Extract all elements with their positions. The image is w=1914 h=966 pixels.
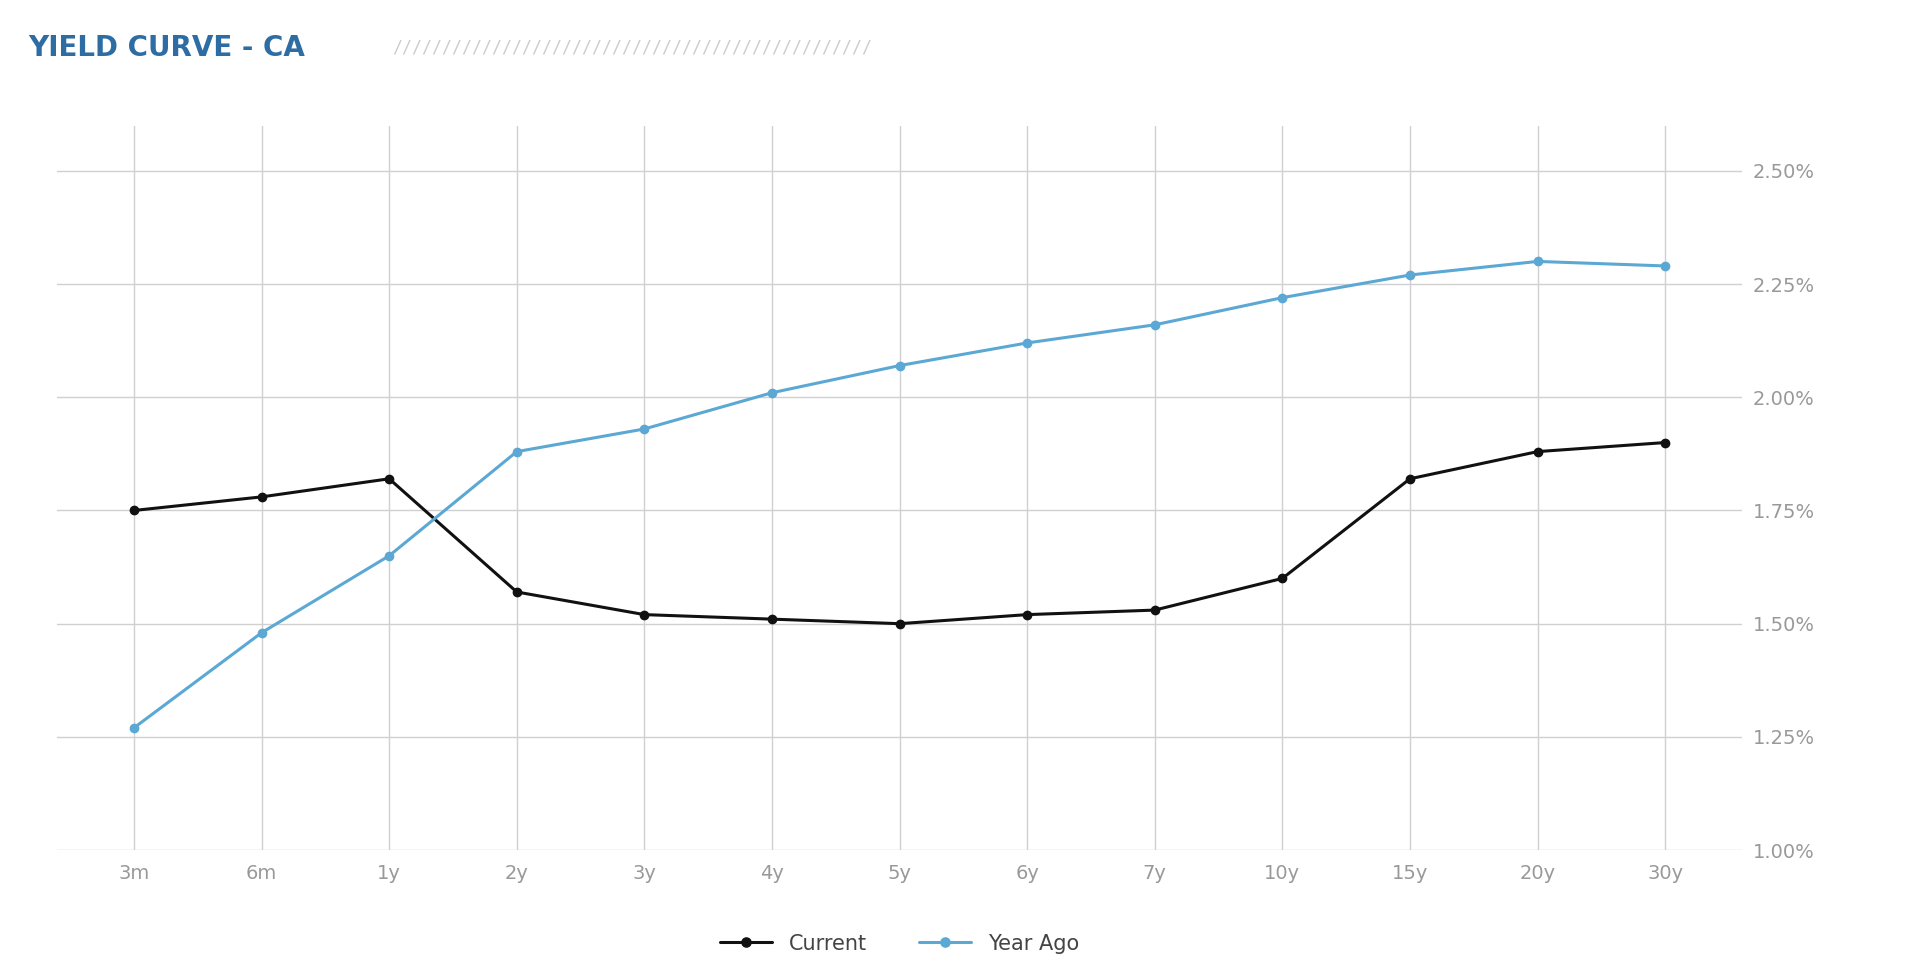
Year Ago <box>377 550 400 561</box>
Current <box>505 586 528 598</box>
Year Ago <box>1271 292 1294 303</box>
Current <box>1654 437 1677 448</box>
Year Ago <box>1654 260 1677 271</box>
Year Ago <box>634 423 657 435</box>
Year Ago <box>505 446 528 458</box>
Year Ago <box>122 722 145 733</box>
Year Ago <box>888 359 911 371</box>
Year Ago <box>1143 319 1166 330</box>
Current <box>1271 573 1294 584</box>
Current <box>377 473 400 485</box>
Year Ago <box>760 387 783 399</box>
Legend: Current, Year Ago: Current, Year Ago <box>712 925 1087 963</box>
Current <box>1525 446 1548 458</box>
Line: Current: Current <box>130 439 1669 628</box>
Current <box>251 491 274 502</box>
Text: YIELD CURVE - CA: YIELD CURVE - CA <box>29 34 306 62</box>
Year Ago <box>1525 256 1548 268</box>
Current <box>1399 473 1422 485</box>
Current <box>760 613 783 625</box>
Year Ago <box>1016 337 1039 349</box>
Current <box>634 609 657 620</box>
Year Ago <box>1399 270 1422 281</box>
Text: ////////////////////////////////////////////////: ////////////////////////////////////////… <box>392 39 873 57</box>
Year Ago <box>251 627 274 639</box>
Current <box>1016 609 1039 620</box>
Current <box>888 618 911 630</box>
Current <box>122 504 145 516</box>
Line: Year Ago: Year Ago <box>130 257 1669 732</box>
Current <box>1143 605 1166 616</box>
